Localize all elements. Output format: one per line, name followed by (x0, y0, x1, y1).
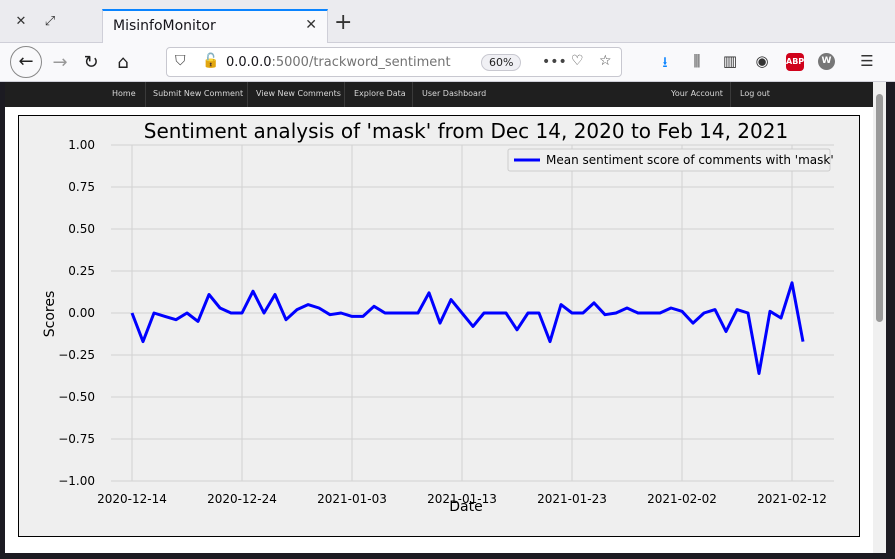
y-tick-label: −0.25 (58, 348, 95, 362)
y-tick-label: 0.50 (68, 222, 95, 236)
y-tick-label: −0.50 (58, 390, 95, 404)
legend-label: Mean sentiment score of comments with 'm… (546, 153, 834, 167)
home-icon[interactable]: ⌂ (117, 52, 129, 73)
navigation-bar: ← → ↻ ⌂ ⛉ 🔓 0.0.0.0:5000/trackword_senti… (0, 43, 895, 82)
downloads-icon[interactable]: ⭳ (662, 53, 668, 71)
nav-home[interactable]: Home (112, 89, 136, 98)
x-tick-label: 2021-01-23 (537, 492, 607, 506)
forward-arrow-icon[interactable]: → (52, 52, 68, 73)
active-tab[interactable]: MisinfoMonitor ✕ (102, 9, 328, 43)
nav-your-account[interactable]: Your Account (671, 89, 723, 98)
window-close-icon[interactable]: ✕ (15, 14, 27, 29)
x-axis-ticks: 2020-12-14 2020-12-24 2021-01-03 2021-01-13… (97, 492, 827, 506)
nav-log-out[interactable]: Log out (740, 89, 770, 98)
legend-box (507, 148, 831, 172)
site-navbar: Home Submit New Comment View New Comment… (5, 82, 873, 107)
shield-icon[interactable]: ⛉ (175, 53, 186, 69)
y-tick-label: 0.00 (68, 306, 95, 320)
pocket-icon[interactable]: ♡ (571, 53, 584, 69)
window-resize-icon[interactable]: ⤢ (44, 14, 56, 29)
y-axis-ticks: 1.00 0.75 0.50 0.25 0.00 −0.25 −0.50 −0.75 −1.00 (58, 138, 95, 488)
sentiment-chart-figure: Sentiment analysis of 'mask' from Dec 14… (18, 115, 860, 537)
x-tick-label: 2021-02-02 (647, 492, 717, 506)
x-tick-label: 2021-01-13 (427, 492, 497, 506)
chart-title: Sentiment analysis of 'mask' from Dec 14… (144, 119, 788, 143)
nav-divider (730, 82, 731, 107)
nav-view-new-comments[interactable]: View New Comments (256, 89, 341, 98)
legend: Mean sentiment score of comments with 'm… (507, 148, 834, 172)
tab-close-icon[interactable]: ✕ (305, 17, 317, 33)
url-text[interactable]: 0.0.0.0:5000/trackword_sentiment (226, 55, 451, 70)
zoom-level-badge[interactable]: 60% (481, 54, 522, 71)
y-tick-label: 1.00 (68, 138, 95, 152)
nav-divider (412, 82, 413, 107)
tab-title: MisinfoMonitor (113, 18, 216, 34)
figure-frame (18, 115, 860, 537)
y-tick-label: 0.25 (68, 264, 95, 278)
page-content: Home Submit New Comment View New Comment… (5, 82, 873, 553)
x-tick-label: 2020-12-24 (207, 492, 277, 506)
sentiment-line-chart: Sentiment analysis of 'mask' from Dec 14… (18, 115, 860, 537)
x-tick-label: 2021-01-03 (317, 492, 387, 506)
y-tick-label: 0.75 (68, 180, 95, 194)
address-bar[interactable]: ⛉ 🔓 0.0.0.0:5000/trackword_sentiment 60%… (166, 47, 622, 77)
menu-icon[interactable]: ☰ (860, 52, 874, 70)
new-tab-icon[interactable]: + (334, 10, 353, 35)
y-axis-label: Scores (42, 291, 58, 338)
y-tick-label: −0.75 (58, 432, 95, 446)
insecure-lock-icon[interactable]: 🔓 (202, 53, 220, 69)
scrollbar-thumb[interactable] (876, 94, 883, 322)
x-tick-label: 2021-02-12 (757, 492, 827, 506)
bookmark-star-icon[interactable]: ☆ (599, 53, 612, 69)
nav-explore-data[interactable]: Explore Data (354, 89, 406, 98)
adblock-icon[interactable]: ABP (786, 53, 804, 71)
account-icon[interactable]: ◉ (755, 52, 769, 70)
back-arrow-icon[interactable]: ← (10, 46, 42, 78)
url-host: 0.0.0.0 (226, 55, 272, 70)
x-tick-label: 2020-12-14 (97, 492, 167, 506)
nav-divider (344, 82, 345, 107)
series-line-mask-sentiment (130, 281, 805, 375)
nav-divider (145, 82, 146, 107)
url-path: :5000/trackword_sentiment (271, 55, 451, 70)
page-scrollbar[interactable] (873, 82, 886, 553)
tab-bar: ✕ ⤢ MisinfoMonitor ✕ + (0, 0, 895, 43)
page-actions-icon[interactable]: ••• (542, 54, 567, 70)
nav-user-dashboard[interactable]: User Dashboard (422, 89, 487, 98)
extension-w-icon[interactable]: W (818, 53, 835, 70)
nav-divider (247, 82, 248, 107)
x-axis-label: Date (449, 499, 482, 515)
library-icon[interactable]: ⫼ (693, 52, 701, 70)
sidebar-icon[interactable]: ▥ (722, 52, 738, 70)
reload-icon[interactable]: ↻ (83, 52, 99, 73)
nav-submit-new-comment[interactable]: Submit New Comment (153, 89, 244, 98)
y-tick-label: −1.00 (58, 474, 95, 488)
